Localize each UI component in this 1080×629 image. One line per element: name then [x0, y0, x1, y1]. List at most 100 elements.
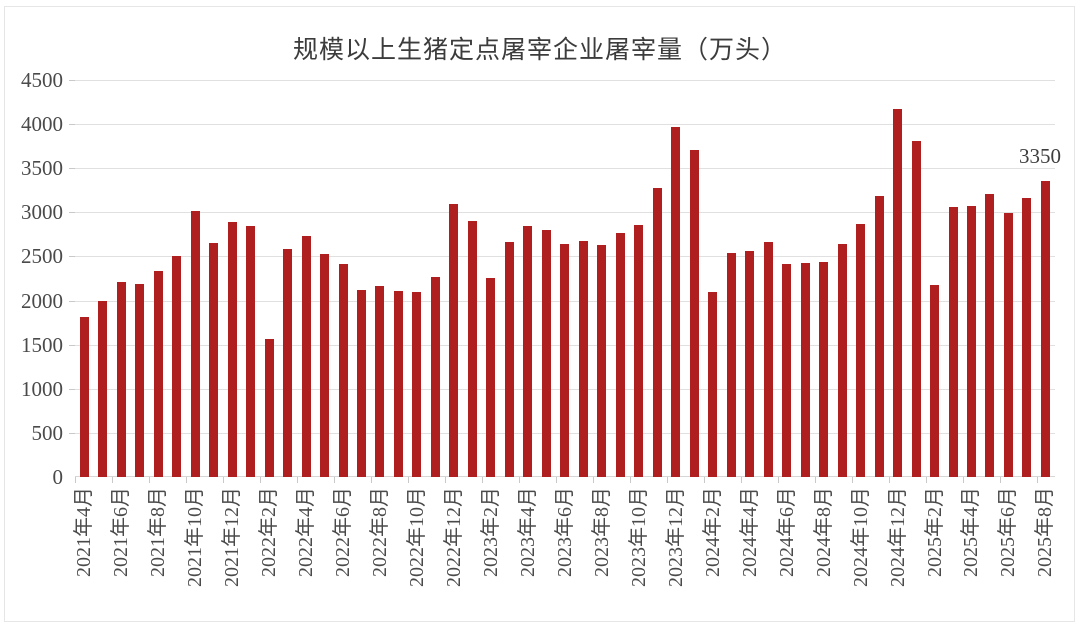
- x-axis-tick: [518, 477, 520, 483]
- x-label-slot: [389, 483, 407, 623]
- bar: [209, 243, 219, 477]
- y-axis-tick: [69, 212, 75, 214]
- bar: [1003, 213, 1013, 477]
- x-axis-tick: [222, 477, 224, 483]
- x-label-slot: 2024年6月: [776, 483, 798, 623]
- bar: [320, 253, 330, 477]
- x-label-slot: 2021年12月: [221, 483, 243, 623]
- bar: [930, 284, 940, 477]
- bar: [412, 291, 422, 477]
- x-label-slot: 2023年12月: [664, 483, 687, 623]
- plot-area: 3350: [69, 80, 1061, 483]
- x-axis-label: 2021年10月: [184, 487, 207, 587]
- y-axis-tick: [69, 256, 75, 258]
- y-axis-tick: [69, 124, 75, 126]
- bar: [634, 224, 644, 477]
- bar-slot: [112, 80, 130, 477]
- chart-title: 规模以上生猪定点屠宰企业屠宰量（万头）: [292, 37, 787, 64]
- x-label-slot: 2021年6月: [110, 483, 132, 623]
- y-axis-labels: 4500 4000 3500 3000 2500 2000 1500 1000 500 0: [0, 69, 63, 488]
- x-axis-label: 2024年12月: [886, 487, 909, 587]
- bar: [966, 206, 976, 477]
- bar-slot: [888, 80, 906, 477]
- bar-slot: [870, 80, 888, 477]
- x-label-slot: [315, 483, 333, 623]
- x-label-slot: [759, 483, 777, 623]
- x-axis-label: 2024年4月: [738, 487, 761, 577]
- x-label-slot: [611, 483, 629, 623]
- x-axis-label: 2025年8月: [1034, 487, 1057, 577]
- x-axis-tick: [259, 477, 261, 483]
- x-label-slot: [796, 483, 814, 623]
- gridline: [75, 80, 1055, 81]
- x-label-slot: 2023年2月: [479, 483, 502, 623]
- x-axis-label: 2025年2月: [923, 487, 946, 577]
- x-label-slot: 2021年10月: [184, 483, 207, 623]
- bar: [615, 232, 625, 477]
- x-label-slot: [426, 483, 444, 623]
- bar: [486, 277, 496, 477]
- bar: [153, 271, 163, 477]
- x-axis-tick: [851, 477, 853, 483]
- x-label-slot: 2024年12月: [886, 483, 909, 623]
- x-label-slot: 2021年4月: [73, 483, 95, 623]
- bar: [597, 244, 607, 477]
- bar-slot: [944, 80, 962, 477]
- bar-slot: [759, 80, 777, 477]
- x-label-slot: [648, 483, 666, 623]
- bar: [1022, 198, 1032, 477]
- x-axis-label: 2023年4月: [516, 487, 539, 577]
- bar-slot: [463, 80, 481, 477]
- bar: [948, 207, 958, 477]
- x-axis-tick: [703, 477, 705, 483]
- x-axis-tick: [740, 477, 742, 483]
- bar: [449, 204, 459, 477]
- x-label-slot: 2022年8月: [369, 483, 391, 623]
- bar-slot: [648, 80, 666, 477]
- x-label-slot: [685, 483, 703, 623]
- bar-slot: [130, 80, 148, 477]
- y-axis-label: 1000: [21, 376, 63, 401]
- bar: [652, 187, 662, 477]
- bar-slot: [260, 80, 278, 477]
- bar-slot: [371, 80, 389, 477]
- x-label-slot: 2025年6月: [997, 483, 1020, 623]
- bar-slot: [149, 80, 167, 477]
- bar-slot: [593, 80, 611, 477]
- x-axis-label: 2023年12月: [664, 487, 687, 587]
- x-label-slot: [907, 483, 925, 623]
- y-axis-label: 0: [52, 465, 64, 489]
- bar: [726, 252, 736, 477]
- y-axis-tick: [69, 432, 75, 434]
- x-label-slot: 2023年6月: [553, 483, 576, 623]
- y-axis-tick: [69, 300, 75, 302]
- bar-slot: [204, 80, 222, 477]
- x-label-slot: 2021年8月: [147, 483, 169, 623]
- x-label-slot: [352, 483, 370, 623]
- bar-slot: [962, 80, 980, 477]
- y-axis-label: 1500: [21, 332, 63, 357]
- bar-slot: [630, 80, 648, 477]
- bar-slot: [241, 80, 259, 477]
- bar-slot: [574, 80, 592, 477]
- bar-slot: [851, 80, 869, 477]
- x-axis-tick: [1036, 477, 1038, 483]
- y-axis-tick: [69, 80, 75, 81]
- x-label-slot: 2022年12月: [443, 483, 465, 623]
- bar-slot: [703, 80, 721, 477]
- bar: [79, 317, 89, 477]
- bar: [357, 289, 366, 477]
- bar: [745, 251, 755, 477]
- x-axis-label: 2022年4月: [295, 487, 318, 577]
- bar-slot: [352, 80, 370, 477]
- bar-slot: [389, 80, 407, 477]
- x-axis-label: 2023年2月: [479, 487, 502, 577]
- x-axis-tick: [481, 477, 483, 483]
- bar: [430, 276, 440, 477]
- x-axis-label: 2024年8月: [812, 487, 835, 577]
- x-axis-label: 2023年8月: [590, 487, 613, 577]
- x-label-slot: [463, 483, 481, 623]
- x-axis-label: 2025年6月: [997, 487, 1020, 577]
- x-axis-label: 2023年6月: [553, 487, 576, 577]
